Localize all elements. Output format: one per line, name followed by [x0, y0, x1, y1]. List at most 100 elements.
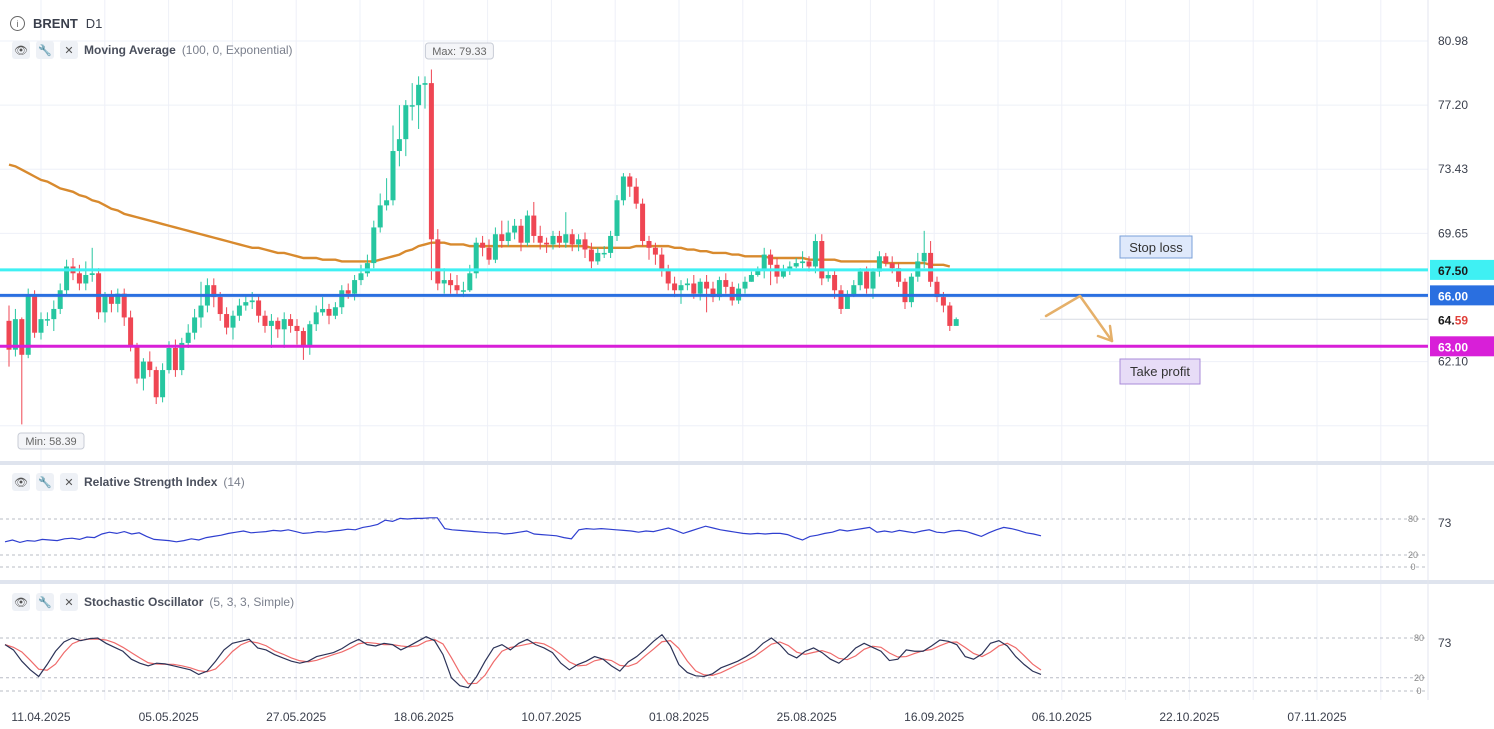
stop-loss-box [1119, 235, 1193, 259]
candle-body [256, 300, 262, 316]
candle-body [44, 319, 50, 321]
x-tick-label: 10.07.2025 [521, 710, 581, 724]
candle-body [153, 370, 159, 398]
candle-body [416, 84, 422, 106]
candle-body [537, 235, 543, 243]
y-tick-label: 77.20 [1438, 98, 1468, 112]
y-tick-label: 69.65 [1438, 226, 1468, 240]
x-tick-label: 25.08.2025 [777, 710, 837, 724]
candle-body [518, 225, 524, 243]
candle-body [38, 319, 44, 333]
candle-body [640, 203, 646, 242]
x-tick-label: 18.06.2025 [394, 710, 454, 724]
eye-icon[interactable]: 👁 [12, 473, 30, 491]
candle-body [115, 293, 121, 304]
stochastic-k-line [4, 633, 1042, 689]
candle-body [268, 320, 274, 326]
eye-icon[interactable]: 👁 [12, 41, 30, 59]
x-tick-label: 16.09.2025 [904, 710, 964, 724]
candle-body [25, 295, 31, 355]
candle-body [608, 235, 614, 253]
candle-body [313, 312, 319, 325]
candle-body [928, 252, 934, 282]
candle-body [364, 263, 370, 274]
candle-body [307, 324, 313, 347]
timeframe-label: D1 [85, 16, 103, 31]
symbol-name: BRENT [33, 16, 78, 31]
candle-body [800, 261, 806, 264]
candle-body [198, 305, 204, 318]
candle-body [390, 151, 396, 201]
candle-body [787, 266, 793, 270]
y-tick-label: 80.98 [1438, 34, 1468, 48]
candle-body [883, 256, 889, 264]
candle-body [499, 234, 505, 242]
candle-body [275, 320, 281, 330]
candle-body [691, 283, 697, 294]
candle-body [64, 266, 70, 291]
moving-average-line [8, 163, 951, 268]
candle-body [326, 308, 332, 316]
close-icon[interactable]: ✕ [60, 41, 78, 59]
candle-body [556, 235, 562, 243]
close-icon[interactable]: ✕ [60, 593, 78, 611]
candle-body [716, 280, 722, 298]
candle-body [889, 263, 895, 269]
pane-separator [0, 580, 1494, 584]
candle-body [192, 317, 198, 333]
candle-body [812, 241, 818, 267]
wrench-icon[interactable]: 🔧 [36, 473, 54, 491]
ma-indicator-header: 👁 🔧 ✕ Moving Average (100, 0, Exponentia… [12, 41, 293, 59]
stochastic-level-label: 0 [1416, 686, 1421, 696]
candle-body [742, 281, 748, 289]
candle-body [179, 342, 185, 371]
wrench-icon[interactable]: 🔧 [36, 41, 54, 59]
candle-body [934, 281, 940, 298]
candle-body [96, 273, 102, 313]
close-icon[interactable]: ✕ [60, 473, 78, 491]
x-tick-label: 22.10.2025 [1159, 710, 1219, 724]
candle-body [108, 295, 114, 304]
candle-body [832, 274, 838, 291]
candle-body [166, 347, 172, 371]
candle-body [281, 319, 287, 330]
wrench-icon[interactable]: 🔧 [36, 593, 54, 611]
candle-body [524, 215, 530, 243]
candle-body [544, 242, 550, 245]
candle-body [595, 252, 601, 262]
info-icon[interactable]: i [10, 16, 25, 31]
candle-body [448, 280, 454, 286]
candle-body [896, 268, 902, 282]
candle-body [672, 283, 678, 291]
candle-body [121, 293, 127, 318]
candle-body [902, 281, 908, 303]
candle-body [851, 285, 857, 296]
candle-body [844, 295, 850, 309]
level-price-tag [1430, 259, 1494, 280]
rsi-level-label: 0 [1410, 562, 1415, 572]
candle-body [32, 295, 38, 333]
candle-body [339, 290, 345, 308]
rsi-indicator-header: 👁 🔧 ✕ Relative Strength Index (14) [12, 473, 245, 491]
candle-body [633, 186, 639, 204]
eye-icon[interactable]: 👁 [12, 593, 30, 611]
rsi-level-label: 20 [1408, 550, 1418, 560]
candle-body [19, 319, 25, 355]
x-tick-label: 01.08.2025 [649, 710, 709, 724]
candle-body [953, 319, 959, 326]
candle-body [492, 234, 498, 260]
rsi-axis-tick: 73 [1438, 516, 1452, 530]
candle-body [6, 320, 12, 350]
rsi-level-label: 80 [1408, 514, 1418, 524]
candle-body [819, 241, 825, 279]
max-label: Max: 79.33 [432, 46, 486, 58]
candle-body [249, 300, 255, 303]
candle-body [729, 286, 735, 301]
candle-body [422, 83, 428, 85]
candle-body [224, 314, 230, 328]
level-price-tag [1430, 285, 1494, 306]
level-price-label: 67.50 [1438, 264, 1468, 278]
candle-body [352, 280, 358, 294]
candle-body [172, 347, 178, 371]
stochastic-indicator-params: (5, 3, 3, Simple) [209, 595, 295, 609]
